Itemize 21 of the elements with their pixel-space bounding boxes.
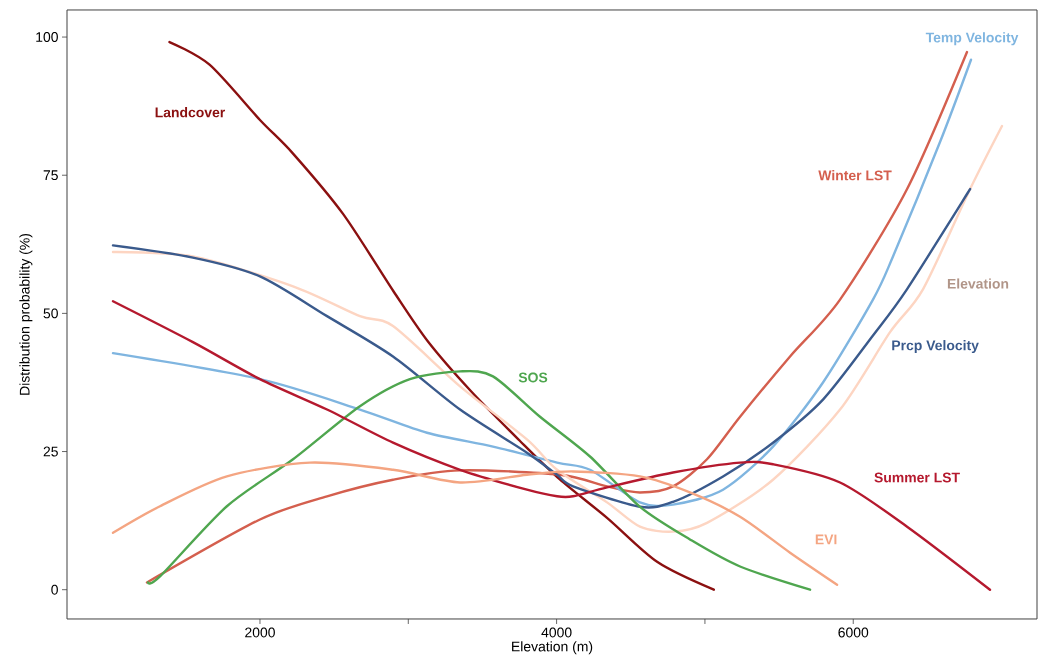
- series-label: Landcover: [155, 107, 226, 118]
- series-label: EVI: [815, 534, 837, 545]
- series-label: Prcp Velocity: [892, 340, 979, 354]
- y-tick-label: 0: [51, 584, 58, 595]
- series-label: Winter LST: [818, 170, 892, 181]
- y-axis-title: Distribution probability (%): [19, 234, 33, 395]
- y-tick-label: 75: [43, 170, 58, 181]
- series-label: Temp Velocity: [925, 32, 1019, 46]
- y-tick-label: 100: [36, 32, 58, 42]
- x-axis-title: Elevation (m): [512, 641, 593, 655]
- x-tick-label: 6000: [838, 627, 869, 638]
- series-label: SOS: [518, 372, 548, 383]
- y-tick-label: 25: [43, 446, 58, 457]
- x-tick-label: 2000: [245, 627, 275, 638]
- series-label: Summer LST: [874, 472, 960, 483]
- line-series: [111, 461, 839, 586]
- series-label: Elevation: [947, 278, 1009, 289]
- y-tick-label: 50: [43, 308, 58, 319]
- line-series: [146, 369, 812, 591]
- line-series: [111, 300, 992, 591]
- x-tick-label: 4000: [541, 627, 572, 638]
